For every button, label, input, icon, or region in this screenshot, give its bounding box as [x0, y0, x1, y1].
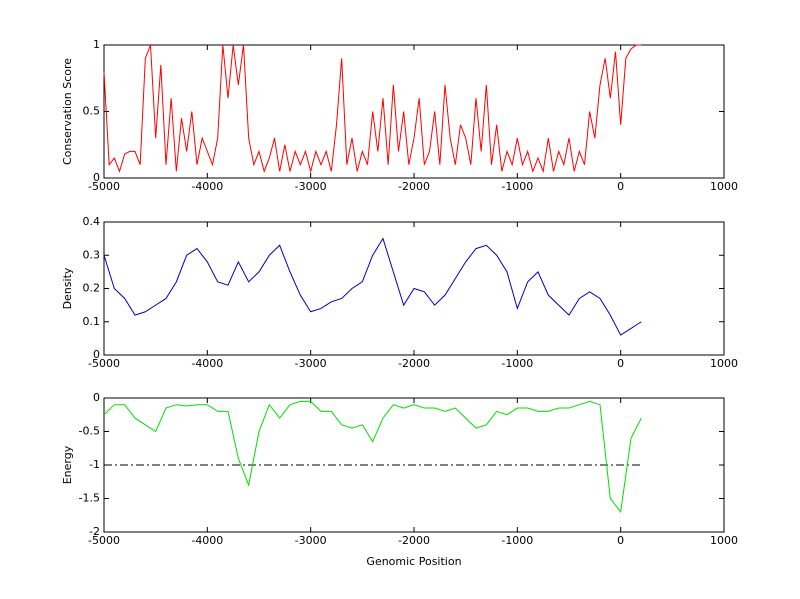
x-tick-label: -4000 [191, 534, 223, 547]
x-tick-label: -5000 [88, 180, 120, 193]
data-line [103, 400, 642, 514]
x-axis-label: Genomic Position [366, 555, 461, 568]
data-line [103, 44, 642, 174]
x-tick-label: -2000 [398, 357, 430, 370]
x-tick-label: -4000 [191, 180, 223, 193]
x-tick-label: -5000 [88, 357, 120, 370]
y-tick-label: -1 [89, 458, 100, 471]
y-tick-label: 0.1 [83, 315, 101, 328]
x-tick-label: 1000 [710, 534, 738, 547]
x-tick-label: -2000 [398, 534, 430, 547]
y-tick-label: -1.5 [79, 492, 100, 505]
x-tick-label: -3000 [295, 357, 327, 370]
y-axis-label: Energy [61, 445, 74, 484]
y-tick-label: -0.5 [79, 425, 100, 438]
y-tick-label: 1 [93, 38, 100, 51]
y-tick-label: 0.3 [83, 248, 101, 261]
x-tick-label: 1000 [710, 357, 738, 370]
y-axis-label: Density [61, 267, 74, 309]
y-tick-label: -2 [89, 525, 100, 538]
x-tick-label: -5000 [88, 534, 120, 547]
data-line [103, 237, 642, 336]
x-tick-label: 0 [617, 180, 624, 193]
x-tick-label: 1000 [710, 180, 738, 193]
y-axis-label: Conservation Score [61, 58, 74, 165]
x-tick-label: -1000 [501, 357, 533, 370]
axes-box [103, 44, 725, 179]
y-tick-label: 0 [93, 171, 100, 184]
x-tick-label: -1000 [501, 534, 533, 547]
y-tick-label: 0.5 [83, 105, 101, 118]
x-tick-label: 0 [617, 534, 624, 547]
x-tick-label: -3000 [295, 180, 327, 193]
y-tick-label: 0 [93, 348, 100, 361]
x-tick-label: 0 [617, 357, 624, 370]
x-tick-label: -2000 [398, 180, 430, 193]
y-tick-label: 0 [93, 391, 100, 404]
x-tick-label: -4000 [191, 357, 223, 370]
y-tick-label: 0.4 [83, 215, 101, 228]
x-tick-label: -3000 [295, 534, 327, 547]
x-tick-label: -1000 [501, 180, 533, 193]
y-tick-label: 0.2 [83, 282, 101, 295]
